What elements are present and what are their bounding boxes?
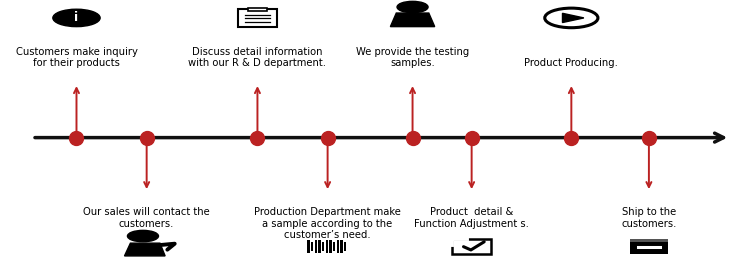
FancyBboxPatch shape — [248, 8, 267, 11]
FancyBboxPatch shape — [340, 240, 343, 253]
FancyBboxPatch shape — [319, 240, 321, 253]
Text: Customers make inquiry
for their products: Customers make inquiry for their product… — [16, 47, 137, 68]
FancyBboxPatch shape — [337, 240, 339, 253]
FancyBboxPatch shape — [630, 239, 668, 242]
FancyBboxPatch shape — [344, 242, 346, 251]
Circle shape — [544, 8, 598, 28]
Text: We provide the testing
samples.: We provide the testing samples. — [356, 47, 470, 68]
FancyBboxPatch shape — [326, 240, 328, 253]
FancyBboxPatch shape — [452, 239, 491, 254]
Text: Discuss detail information
with our R & D department.: Discuss detail information with our R & … — [188, 47, 326, 68]
Text: Product  detail &
Function Adjustment s.: Product detail & Function Adjustment s. — [414, 207, 529, 229]
Text: Production Department make
a sample according to the
customer’s need.: Production Department make a sample acco… — [254, 207, 401, 240]
FancyBboxPatch shape — [311, 242, 314, 251]
FancyBboxPatch shape — [329, 240, 332, 253]
FancyBboxPatch shape — [333, 242, 335, 251]
FancyBboxPatch shape — [322, 242, 324, 251]
FancyBboxPatch shape — [308, 240, 310, 253]
Circle shape — [53, 9, 100, 27]
Circle shape — [397, 1, 428, 13]
FancyBboxPatch shape — [315, 240, 317, 253]
FancyBboxPatch shape — [238, 9, 277, 27]
Text: Our sales will contact the
customers.: Our sales will contact the customers. — [83, 207, 210, 229]
Text: Ship to the
customers.: Ship to the customers. — [621, 207, 676, 229]
Text: i: i — [74, 12, 79, 24]
Polygon shape — [391, 13, 435, 27]
Polygon shape — [562, 13, 584, 23]
Circle shape — [128, 230, 158, 242]
FancyBboxPatch shape — [630, 239, 668, 254]
Text: Product Producing.: Product Producing. — [524, 58, 618, 68]
Polygon shape — [124, 243, 165, 256]
